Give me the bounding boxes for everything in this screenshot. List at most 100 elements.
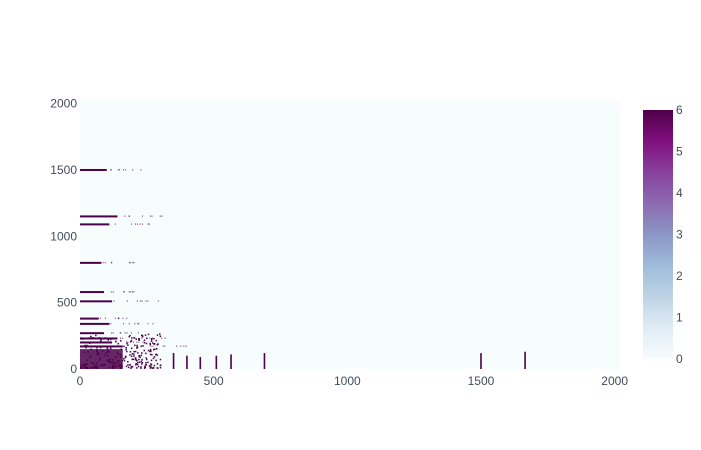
heatmap-cell	[127, 361, 129, 363]
heatmap-cell	[142, 341, 144, 343]
heatmap-cell	[95, 334, 97, 337]
heatmap-cell	[99, 357, 102, 360]
heatmap-cell	[140, 354, 143, 357]
colorbar-gradient	[643, 110, 673, 359]
heatmap-cell	[80, 367, 82, 369]
heatmap-cell	[96, 350, 98, 353]
heatmap-cell	[128, 261, 130, 264]
heatmap-cell	[138, 339, 140, 341]
heatmap-cell	[110, 261, 112, 264]
heatmap-cell	[130, 355, 133, 358]
heatmap-cell	[118, 168, 120, 171]
vertical-band-3	[215, 355, 218, 369]
heatmap-cell	[159, 358, 162, 361]
horizontal-band-cell	[80, 337, 118, 340]
heatmap-cell	[154, 348, 156, 351]
heatmap-cell	[113, 300, 115, 302]
dense-region	[80, 333, 162, 369]
heatmap-cell	[185, 345, 187, 347]
colorbar-tick-label: 1	[676, 311, 683, 325]
heatmap-cell	[90, 335, 92, 338]
heatmap-cell	[125, 348, 127, 351]
heatmap-cell	[120, 332, 122, 334]
heatmap-cell	[128, 335, 131, 338]
heatmap-cell	[145, 300, 147, 302]
heatmap-cell	[150, 363, 152, 365]
heatmap-cell	[136, 300, 138, 302]
heatmap-cell	[130, 261, 132, 264]
heatmap-cell	[122, 317, 124, 320]
heatmap-cell	[123, 291, 125, 293]
heatmap-cell	[137, 352, 139, 354]
heatmap-cell	[152, 348, 155, 351]
heatmap-cell	[109, 361, 111, 363]
vertical-band-cell	[199, 357, 202, 369]
heatmap-cell	[131, 223, 133, 225]
heatmap-cell	[85, 366, 87, 369]
heatmap-cell	[144, 334, 147, 336]
heatmap-cell	[176, 345, 178, 347]
horizontal-band-cell	[80, 322, 110, 325]
horizontal-band-6	[80, 317, 128, 320]
heatmap-cell	[140, 300, 142, 302]
horizontal-band-cell	[80, 345, 123, 348]
heatmap-cell	[139, 356, 141, 359]
heatmap-cell	[143, 349, 146, 352]
heatmap-cell	[93, 364, 96, 367]
heatmap-cell	[138, 354, 140, 357]
heatmap-cell	[99, 317, 101, 320]
heatmap-cell	[111, 332, 113, 334]
heatmap-cell	[129, 334, 131, 337]
heatmap-cell	[116, 359, 119, 362]
colorbar-tick-label: 2	[676, 269, 683, 283]
heatmap-cell	[134, 357, 137, 359]
heatmap-cell	[141, 215, 143, 217]
heatmap-cell	[117, 342, 120, 345]
heatmap-cell	[91, 361, 93, 364]
heatmap-cell	[152, 357, 155, 360]
heatmap-cell	[89, 355, 92, 358]
heatmap-cell	[101, 350, 104, 352]
heatmap-cell	[102, 261, 104, 264]
colorbar-tick-label: 6	[676, 103, 683, 117]
horizontal-band-4	[80, 291, 135, 294]
colorbar-tick-label: 3	[676, 228, 683, 242]
heatmap-cell	[157, 300, 159, 302]
horizontal-band-8	[80, 332, 139, 335]
heatmap-cell	[155, 353, 157, 356]
heatmap-cell	[149, 365, 151, 368]
heatmap-cell	[86, 359, 88, 361]
heatmap-cell	[156, 334, 159, 336]
heatmap-cell	[149, 350, 151, 353]
heatmap-cell	[137, 332, 139, 334]
heatmap-cell	[136, 223, 138, 225]
heatmap-cell	[85, 346, 87, 349]
heatmap-cell	[106, 350, 109, 353]
heatmap-cell	[131, 366, 134, 368]
heatmap-cell	[143, 341, 146, 344]
heatmap-cell	[151, 353, 153, 356]
plot-area	[80, 101, 620, 369]
heatmap-cell	[151, 215, 153, 217]
heatmap-cell	[83, 351, 86, 354]
y-tick-label: 1000	[50, 229, 77, 243]
heatmap-cell	[111, 361, 113, 363]
heatmap-cell	[98, 359, 101, 361]
heatmap-background	[80, 101, 620, 369]
heatmap-cell	[140, 367, 142, 369]
heatmap-cell	[150, 364, 153, 366]
dense-region-cell	[80, 349, 123, 369]
heatmap-cell	[132, 261, 134, 264]
heatmap-cell	[150, 340, 153, 342]
heatmap-cell	[134, 350, 137, 353]
heatmap-cell	[133, 337, 135, 339]
heatmap-cell	[131, 358, 134, 361]
heatmap-cell	[164, 345, 166, 347]
heatmap-cell	[150, 337, 153, 340]
heatmap-cell	[142, 345, 144, 347]
heatmap-cell	[118, 317, 120, 320]
heatmap-cell	[129, 351, 132, 353]
heatmap-cell	[150, 350, 152, 352]
heatmap-cell	[135, 338, 138, 340]
heatmap-cell	[156, 343, 159, 346]
